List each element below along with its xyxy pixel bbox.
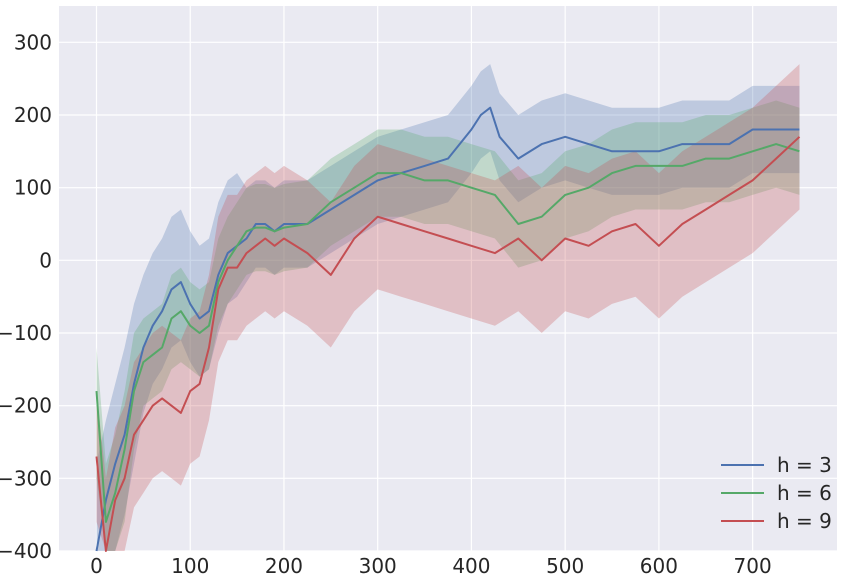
y-tick-label: 300 (14, 30, 52, 54)
confidence-band-3 (96, 64, 800, 551)
x-tick-label: 300 (359, 554, 397, 578)
y-tick-label: 0 (39, 248, 52, 272)
x-tick-label: 600 (640, 554, 678, 578)
x-tick-label: 400 (452, 554, 490, 578)
y-tick-label: 100 (14, 176, 52, 200)
legend-label: h = 6 (777, 481, 832, 505)
series-lines (95, 106, 801, 552)
y-tick-label: −300 (0, 466, 52, 490)
plot-background (59, 6, 837, 551)
legend-label: h = 9 (777, 509, 832, 533)
y-tick-labels: −400 −300 −200 −100 0 100 200 300 (0, 30, 52, 563)
confidence-band-1 (96, 64, 800, 551)
x-tick-label: 0 (90, 554, 103, 578)
x-tick-label: 100 (171, 554, 209, 578)
y-tick-label: −100 (0, 321, 52, 345)
legend: h = 3 h = 6 h = 9 (721, 453, 832, 533)
confidence-bands (96, 64, 800, 551)
legend-label: h = 3 (777, 453, 832, 477)
series-line-2 (95, 143, 800, 523)
x-tick-label: 700 (734, 554, 772, 578)
series-line-1 (95, 106, 800, 552)
y-tick-label: −400 (0, 539, 52, 563)
x-tick-label: 200 (265, 554, 303, 578)
y-tick-label: 200 (14, 103, 52, 127)
x-tick-labels: 0 100 200 300 400 500 600 700 (90, 554, 772, 578)
x-tick-label: 500 (546, 554, 584, 578)
y-tick-label: −200 (0, 394, 52, 418)
confidence-band-2 (96, 100, 800, 551)
grid-lines (59, 6, 837, 552)
series-line-3 (95, 136, 801, 552)
